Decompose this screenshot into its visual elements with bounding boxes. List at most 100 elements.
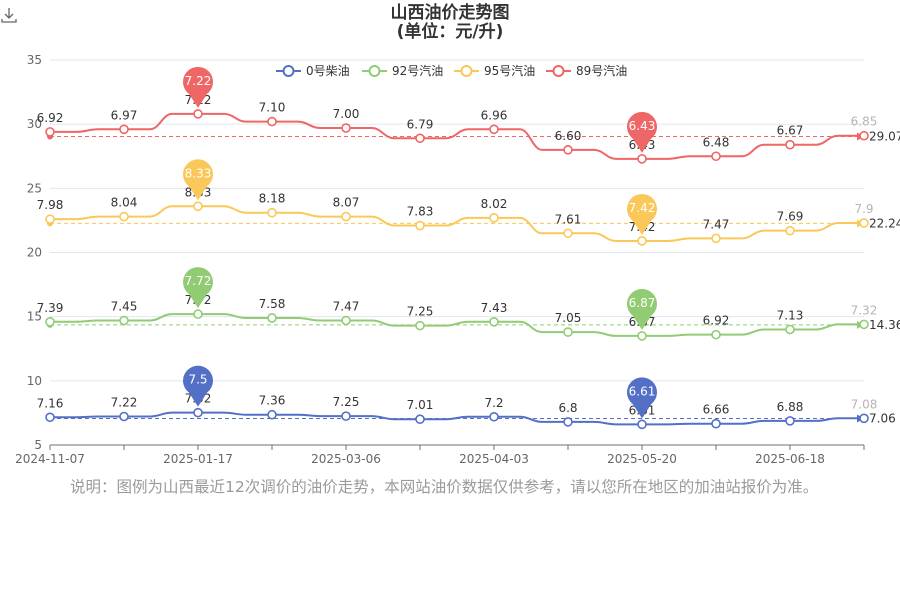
data-label: 7.16 <box>37 396 64 410</box>
data-point <box>785 416 795 426</box>
data-label: 7.39 <box>37 301 64 315</box>
data-point <box>637 154 647 164</box>
data-label: 6.48 <box>703 135 730 149</box>
data-label: 7.08 <box>851 397 878 411</box>
data-label: 6.8 <box>558 401 577 415</box>
data-point <box>341 211 351 222</box>
data-label: 7.10 <box>259 101 286 115</box>
data-label: 7.36 <box>259 394 286 408</box>
max-pin-shape <box>183 66 214 108</box>
data-label: 7.13 <box>777 309 804 323</box>
data-label: 6.96 <box>481 108 508 122</box>
data-point <box>119 315 129 326</box>
data-label: 7.58 <box>259 297 286 311</box>
x-tick-label: 2025-04-03 <box>459 452 529 466</box>
data-point <box>341 123 351 133</box>
chart-subtitle: (单位：元/升) <box>396 22 504 42</box>
legend-item: 95号汽油 <box>484 63 535 78</box>
data-label: 6.92 <box>703 314 730 328</box>
max-pin-shape <box>183 267 213 309</box>
data-label: 6.60 <box>555 129 582 143</box>
data-label: 8.18 <box>259 192 286 206</box>
data-point <box>711 329 721 340</box>
data-label: 7.22 <box>111 396 138 410</box>
legend-swatch-marker <box>552 65 565 77</box>
data-label: 6.67 <box>777 124 804 138</box>
data-label: 8.02 <box>481 197 508 211</box>
legend-swatch-marker <box>460 65 473 77</box>
min-pin-shape <box>627 193 657 235</box>
y-tick-label: 30 <box>27 117 42 131</box>
min-pin-shape <box>627 288 658 330</box>
series-line <box>50 411 864 426</box>
min-pin-shape <box>627 111 657 153</box>
max-pin: 7.22 <box>183 66 214 108</box>
chart-title: 山西油价走势图 (单位：元/升) <box>0 4 900 42</box>
data-point <box>267 313 277 323</box>
average-label: 7.06 <box>869 412 896 426</box>
data-label: 6.85 <box>851 115 878 129</box>
data-label: 7.9 <box>854 202 873 216</box>
data-point <box>637 419 647 430</box>
data-label: 6.97 <box>111 108 138 122</box>
data-point <box>859 413 869 424</box>
max-pin: 7.72 <box>183 267 213 309</box>
data-point <box>341 315 351 326</box>
max-pin-shape <box>183 159 214 201</box>
min-pin: 6.61 <box>627 377 658 419</box>
legend-swatch-marker <box>282 65 295 77</box>
data-point <box>267 116 277 127</box>
data-point <box>563 327 573 337</box>
data-label: 7.43 <box>481 301 508 315</box>
x-tick-label: 2025-05-20 <box>607 452 677 466</box>
data-label: 7.47 <box>333 300 360 314</box>
min-pin: 7.42 <box>627 193 657 235</box>
x-tick-label: 2025-06-18 <box>755 452 825 466</box>
data-point <box>859 130 869 141</box>
data-label: 7.83 <box>407 205 434 219</box>
data-point <box>193 201 203 212</box>
series-line <box>50 313 864 337</box>
data-label: 7.69 <box>777 210 804 224</box>
data-label: 6.88 <box>777 400 804 414</box>
min-pin-label: 6.61 <box>629 384 656 398</box>
data-point <box>415 320 425 331</box>
data-label: 7.32 <box>851 303 878 317</box>
y-tick-label: 35 <box>27 53 42 67</box>
data-point <box>785 139 795 150</box>
data-point <box>859 319 869 330</box>
download-icon[interactable] <box>0 6 18 24</box>
average-label: 14.36 <box>869 318 900 332</box>
data-point <box>193 309 203 319</box>
data-label: 6.66 <box>703 403 730 417</box>
max-pin-shape <box>183 365 213 407</box>
series-line <box>50 112 864 160</box>
y-tick-label: 10 <box>27 374 42 388</box>
data-point <box>415 220 425 231</box>
data-point <box>341 411 351 421</box>
data-point <box>489 316 499 327</box>
legend-swatch-marker <box>368 65 381 77</box>
y-tick-label: 5 <box>34 438 42 452</box>
min-pin-label: 6.87 <box>629 296 656 310</box>
data-label: 7.47 <box>703 217 730 231</box>
chart-title-line1: 山西油价走势图 <box>390 3 510 23</box>
data-point <box>489 411 499 422</box>
data-point <box>563 145 573 155</box>
x-tick-label: 2025-03-06 <box>311 452 381 466</box>
average-label: 29.07 <box>869 129 900 143</box>
min-pin-label: 6.43 <box>629 119 656 133</box>
legend-item: 0号柴油 <box>306 64 350 78</box>
data-point <box>711 418 721 429</box>
data-label: 7.98 <box>37 198 64 212</box>
data-point <box>859 218 869 228</box>
data-point <box>267 409 277 420</box>
min-pin: 6.43 <box>627 111 657 153</box>
data-label: 7.05 <box>555 311 582 325</box>
data-point <box>563 417 573 427</box>
data-label: 7.25 <box>333 395 360 409</box>
data-label: 7.00 <box>333 107 360 121</box>
legend-item: 89号汽油 <box>576 63 627 78</box>
data-label: 7.01 <box>407 398 434 412</box>
